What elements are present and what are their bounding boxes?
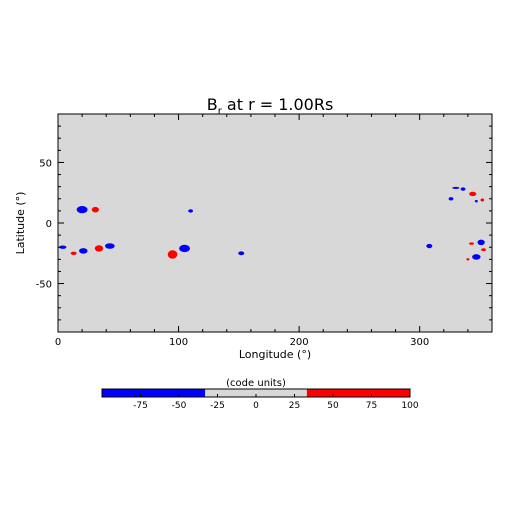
colorbar-segment-0 [102,389,206,397]
positive-spot-1 [70,251,77,255]
negative-spot-4 [79,248,88,254]
x-tick-label: 300 [410,337,429,348]
x-tick-label: 100 [169,337,188,348]
negative-spot-9 [188,209,194,213]
field-spots [59,186,486,261]
colorbar-tick-label: 50 [327,401,339,411]
positive-spot-22 [466,258,470,261]
negative-spot-19 [477,239,485,246]
y-axis-title: Latitude (°) [14,192,27,255]
negative-spot-6 [105,243,115,249]
negative-spot-8 [179,244,191,253]
chart-title-symbol: B [207,95,218,114]
negative-spot-21 [472,254,481,260]
chart-title-rest: at r = 1.00Rs [222,95,333,114]
plot-background [58,114,492,332]
colorbar-ticks: -75 -50 -25 0 25 50 75 100 [133,394,419,411]
negative-spot-2 [76,206,88,214]
positive-spot-18 [469,242,474,245]
y-tick-label: 0 [46,219,52,230]
colorbar-tick-label: 0 [253,401,259,411]
negative-spot-16 [474,199,478,203]
positive-spot-5 [94,245,104,252]
negative-spot-13 [452,186,460,189]
x-tick-label: 200 [290,337,309,348]
colorbar-segment-2 [306,389,410,397]
colorbar-tick-label: -25 [210,401,225,411]
negative-spot-11 [426,243,433,249]
negative-spot-14 [460,187,466,191]
colorbar-tick-label: -50 [172,401,187,411]
positive-spot-7 [167,250,178,259]
positive-spot-17 [480,198,485,202]
negative-spot-0 [59,245,67,249]
positive-spot-20 [481,248,486,252]
colorbar-segment-1 [205,389,307,397]
x-tick-label: 0 [55,337,61,348]
y-tick-label: -50 [36,280,52,291]
colorbar-tick-label: 100 [401,401,418,411]
colorbar-label: (code units) [226,378,286,389]
chart-title-subscript: r [218,106,223,117]
colorbar-tick-label: 75 [366,401,377,411]
axis-ticks [57,114,493,332]
chart-title: Br at r = 1.00Rs [207,95,334,117]
y-tick-label: 50 [39,158,52,169]
colorbar-tick-label: -75 [133,401,148,411]
positive-spot-3 [91,206,99,213]
negative-spot-12 [448,197,454,201]
x-axis-title: Longitude (°) [239,348,311,361]
colorbar-tick-label: 25 [289,401,300,411]
negative-spot-10 [238,251,245,256]
axis-tick-labels: 0 100 200 300 -50 0 50 [36,158,430,348]
positive-spot-15 [469,191,477,197]
